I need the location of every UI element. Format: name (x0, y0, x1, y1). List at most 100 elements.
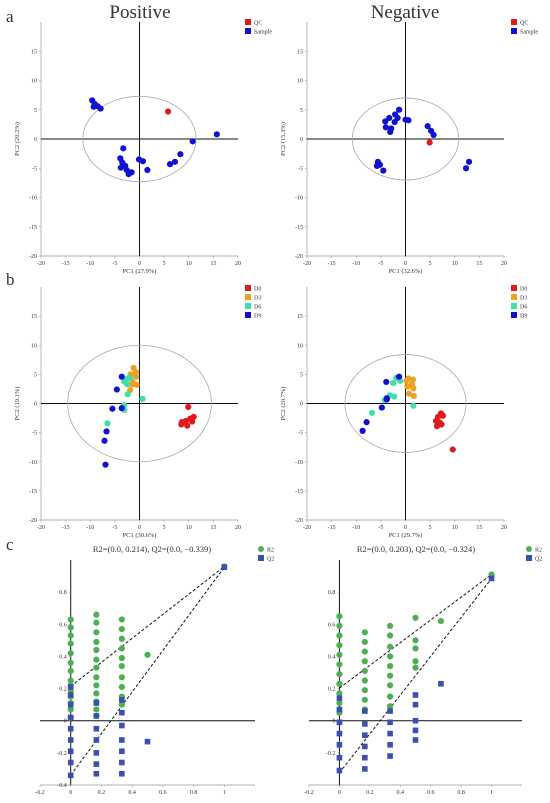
chart-c-pos-point-q2 (93, 750, 100, 756)
chart-a-neg-x-tick-label: 10 (452, 261, 458, 267)
chart-c-neg-point-r2 (386, 653, 394, 660)
chart-a-neg-x-tick-label: -15 (328, 261, 336, 267)
chart-c-pos-point-q2 (93, 737, 100, 743)
chart-a-pos-y-tick-label: -10 (29, 196, 37, 202)
chart-c-neg-point-q2 (412, 701, 419, 708)
chart-c-neg-x-tick-label: 0 (338, 790, 341, 796)
chart-b-neg-point-d9 (395, 373, 403, 380)
chart-a-pos-point-sample (117, 164, 124, 171)
chart-b-neg-point-d6 (390, 380, 397, 387)
chart-c-pos-point-q2 (119, 697, 125, 703)
chart-b-pos-point-d9 (103, 428, 110, 435)
chart-a-neg-x-tick-label: 5 (429, 261, 432, 267)
chart-a-neg-point-sample (430, 131, 437, 139)
chart-a-neg-point-sample (394, 114, 401, 122)
chart-b-neg-confidence-ellipse (344, 354, 467, 453)
chart-c-neg-point-q2 (336, 730, 343, 737)
chart-b-neg-point-d6 (410, 402, 417, 409)
chart-c-pos-y-tick-label: 0.6 (59, 622, 67, 628)
chart-a-neg-y-tick-label: -15 (295, 225, 303, 231)
chart-b-neg-x-tick-label: -5 (378, 525, 383, 531)
chart-c-neg-point-r2 (361, 648, 368, 655)
chart-c-pos-point-q2 (93, 713, 100, 719)
chart-b-pos-point-d6 (124, 381, 131, 388)
chart-a-neg-point-sample (387, 128, 394, 136)
chart-c-neg-point-r2 (412, 645, 419, 652)
chart-c-pos-legend-marker-r2 (258, 546, 264, 552)
chart-b-pos-legend-marker-d0 (245, 285, 251, 291)
chart-a-neg-x-tick-label: 20 (501, 261, 507, 267)
chart-c-pos-point-r2 (67, 632, 74, 639)
chart-b-neg-point-d9 (383, 378, 390, 386)
chart-a-pos-point-sample (189, 138, 196, 145)
chart-c-pos-point-q2 (67, 692, 74, 698)
chart-a-pos-x-tick-label: -5 (112, 261, 117, 267)
chart-c-pos-point-q2 (93, 761, 100, 767)
chart-b-pos-y-tick-label: 15 (31, 314, 37, 320)
chart-b-pos-point-d6 (124, 391, 131, 398)
chart-c-neg-x-tick-label: -0.2 (304, 790, 314, 796)
chart-a-pos-point-sample (90, 103, 97, 110)
chart-b-neg-point-d3 (405, 390, 413, 397)
chart-a-neg-point-sample (424, 123, 431, 130)
chart-a-pos-x-tick-label: 10 (186, 261, 192, 267)
chart-c-neg-point-r2 (361, 638, 368, 646)
chart-b-pos-y-tick-label: 10 (31, 343, 37, 349)
chart-c-neg-x-tick-label: 0.6 (427, 790, 435, 796)
chart-c-pos-point-q2 (67, 772, 74, 779)
chart-c-neg-point-q2 (362, 766, 368, 772)
chart-c-neg-point-q2 (412, 727, 419, 734)
chart-b-pos-x-tick-label: 10 (186, 525, 192, 531)
chart-c-neg-point-q2 (362, 732, 368, 738)
chart-c-neg-point-r2 (336, 661, 343, 668)
chart-a-neg-point-sample (373, 162, 381, 170)
chart-c-pos-point-r2 (118, 654, 125, 662)
chart-c-neg-point-r2 (412, 637, 419, 644)
chart-a-pos-x-tick-label: 5 (163, 261, 166, 267)
chart-b-neg: -20 -15 -10 -5 0 5 10 15 20 -20 -15 -10 -5 0 5 10 15 PC1 … (280, 285, 527, 539)
chart-c-neg-point-r2 (386, 693, 394, 700)
chart-b-pos-point-d9 (109, 405, 116, 412)
chart-c-pos-point-r2 (93, 690, 100, 697)
chart-c-pos-point-r2 (93, 682, 100, 689)
chart-b-neg-x-tick-label: 10 (452, 525, 458, 531)
chart-c-pos-x-tick-label: 1 (223, 790, 226, 796)
chart-c-pos-point-q2 (67, 684, 74, 690)
chart-a-neg-point-sample (405, 117, 412, 124)
chart-b-pos-legend-marker-d3 (245, 294, 251, 300)
chart-c-neg-point-r2 (336, 642, 343, 649)
chart-c-pos-y-tick-label: 0 (64, 719, 67, 725)
chart-b-neg-legend-marker-d3 (511, 294, 517, 300)
chart-a-neg-legend-marker-qc (511, 19, 517, 25)
chart-b-neg-point-d3 (404, 383, 411, 390)
column-title-positive: Positive (109, 2, 170, 23)
chart-b-pos-legend-label-d9: D9 (254, 314, 261, 320)
chart-c-pos-point-r2 (118, 662, 125, 670)
chart-b-pos-legend-label-d3: D3 (254, 296, 261, 302)
chart-c-neg-point-q2 (412, 692, 419, 698)
chart-a-neg-x-tick-label: -5 (378, 261, 383, 267)
chart-c-pos-point-r2 (67, 659, 74, 666)
panel-letter-b: b (6, 270, 15, 289)
chart-c-pos-point-q2 (119, 770, 125, 777)
chart-c-pos-point-r2 (118, 701, 125, 708)
chart-b-pos-y-tick-label: 0 (34, 402, 37, 408)
chart-b-pos-y-tick-label: 5 (34, 372, 37, 378)
chart-b-pos-legend-label-d6: D6 (254, 305, 261, 311)
chart-a-neg-point-sample (465, 158, 473, 165)
chart-c-pos-point-r2 (67, 667, 74, 674)
chart-c-pos-point-r2 (67, 624, 74, 631)
chart-a-neg-y-tick-label: -10 (295, 196, 303, 202)
chart-c-pos-x-tick-label: 0.6 (159, 790, 167, 796)
chart-b-neg-legend-label-d9: D9 (520, 314, 527, 320)
chart-c-pos-point-r2 (93, 674, 100, 681)
chart-c-pos-point-q2 (67, 701, 74, 708)
chart-c-pos-point-r2 (118, 674, 125, 681)
chart-c-neg-point-r2 (386, 622, 394, 629)
chart-a-neg-x-tick-label: -20 (303, 261, 311, 267)
chart-b-pos-x-tick-label: 20 (235, 525, 241, 531)
chart-c-pos-point-r2 (93, 611, 100, 618)
chart-a-neg-point-qc (426, 139, 433, 146)
chart-c-neg-title: R2=(0.0, 0.203), Q2=(0.0, −0.324) (357, 544, 475, 554)
